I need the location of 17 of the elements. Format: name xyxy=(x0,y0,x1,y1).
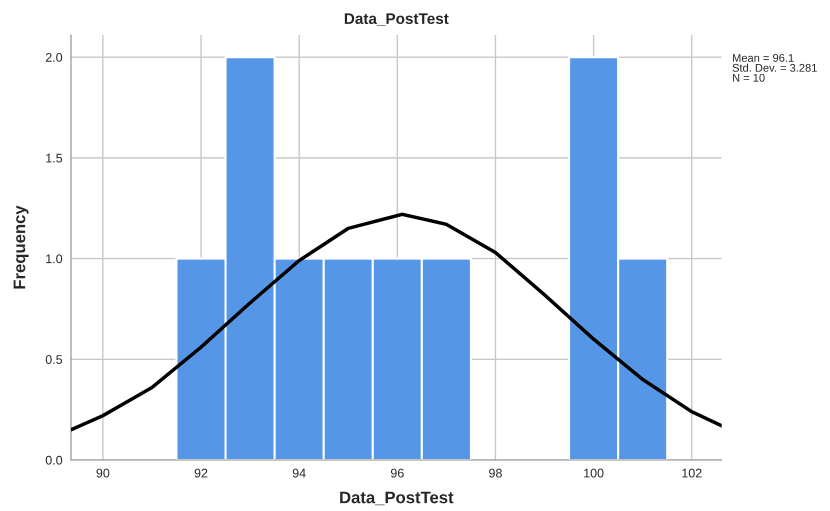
x-tick-label: 94 xyxy=(292,468,306,478)
x-tick-label: 98 xyxy=(489,468,502,478)
y-tick-label: 2.0 xyxy=(46,52,62,62)
y-tick-label: 0.0 xyxy=(46,456,62,465)
y-tick-label: 1.5 xyxy=(46,154,62,163)
text: Mean = 96.1 Std. Dev. = 3.281 N = 10 xyxy=(732,54,817,82)
y-axis-title: Frequency xyxy=(14,205,29,289)
x-tick-label: 96 xyxy=(390,468,404,478)
x-tick-label: 102 xyxy=(682,468,702,478)
y-tick-label: 1.0 xyxy=(46,254,62,264)
line-series xyxy=(70,212,722,432)
x-tick-label: 90 xyxy=(96,468,110,478)
y-tick-label: 0.5 xyxy=(46,355,62,364)
x-tick-label: 92 xyxy=(194,468,208,478)
x-axis-title: Data_PostTest xyxy=(340,492,454,506)
chart-title: Data_PostTest xyxy=(344,13,449,26)
x-tick-label: 100 xyxy=(584,468,604,478)
